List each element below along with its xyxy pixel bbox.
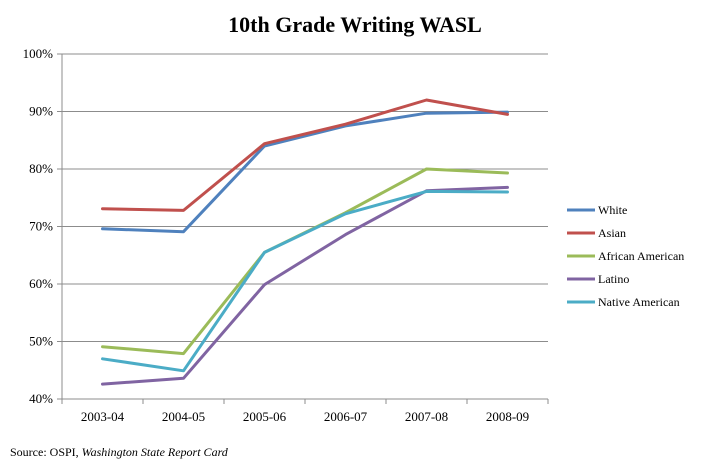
series-line-asian [101, 98, 509, 212]
legend-label: Latino [598, 272, 629, 286]
series-line-white [101, 110, 509, 234]
legend: White Asian African American Latino Native A… [567, 203, 684, 309]
y-tick-label: 80% [29, 161, 53, 176]
legend-label: African American [598, 249, 684, 263]
source-note: Source: OSPI, Washington State Report Ca… [10, 445, 228, 460]
source-report-name: Washington State Report Card [81, 445, 228, 459]
chart-title: 10th Grade Writing WASL [228, 12, 482, 37]
x-tick-label: 2006-07 [324, 409, 368, 424]
x-tick-label: 2005-06 [243, 409, 287, 424]
source-prefix: Source: OSPI, [10, 445, 79, 459]
x-tick-label: 2003-04 [81, 409, 125, 424]
x-tick-label: 2007-08 [405, 409, 448, 424]
y-axis-ticks: 40% 50% 60% 70% 80% 90% 100% [23, 46, 54, 406]
y-tick-label: 40% [29, 391, 53, 406]
y-tick-label: 100% [23, 46, 54, 61]
y-tick-label: 70% [29, 219, 53, 234]
x-axis-ticks: 2003-04 2004-05 2005-06 2006-07 2007-08 2008-… [81, 409, 529, 424]
series-line-native-american [101, 189, 509, 373]
y-tick-label: 90% [29, 104, 53, 119]
y-tick-label: 50% [29, 334, 53, 349]
legend-label: Asian [598, 226, 626, 240]
x-tick-label: 2008-09 [486, 409, 529, 424]
series-line-latino [101, 185, 509, 386]
legend-label: White [598, 203, 627, 217]
legend-label: Native American [598, 295, 680, 309]
series-lines [101, 98, 509, 386]
y-tick-label: 60% [29, 276, 53, 291]
x-tick-label: 2004-05 [162, 409, 205, 424]
